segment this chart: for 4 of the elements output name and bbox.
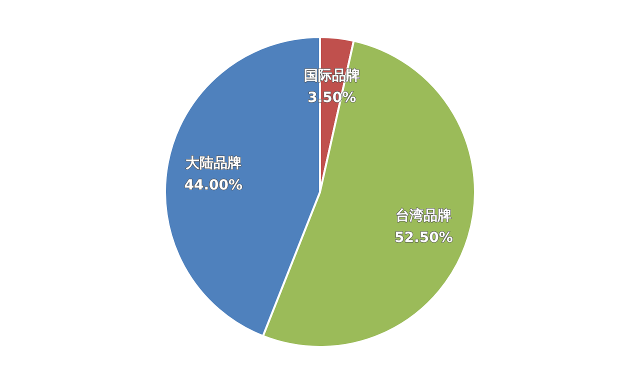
data-label: 52.50% — [394, 230, 453, 246]
slice-label: 台湾品牌 — [396, 206, 452, 224]
slice-label: 大陆品牌 — [185, 156, 242, 172]
data-label: 44.00% — [184, 178, 243, 194]
